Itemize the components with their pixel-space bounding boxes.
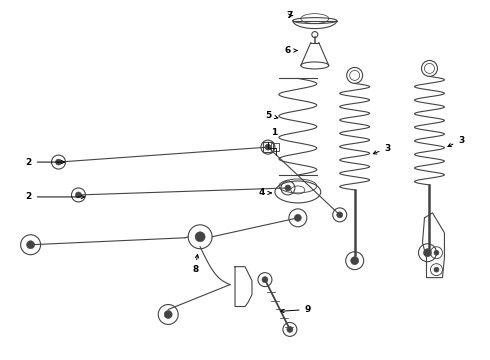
Circle shape	[265, 144, 271, 150]
Text: 9: 9	[281, 305, 311, 314]
Text: 5: 5	[265, 111, 278, 120]
Circle shape	[195, 232, 205, 242]
Circle shape	[423, 249, 432, 257]
Circle shape	[26, 241, 35, 249]
Text: 7: 7	[287, 11, 293, 20]
Circle shape	[285, 185, 291, 191]
Circle shape	[434, 250, 439, 255]
Text: 4: 4	[259, 188, 271, 197]
Text: 2: 2	[25, 193, 85, 202]
Text: 3: 3	[373, 144, 391, 154]
Circle shape	[351, 257, 359, 265]
Circle shape	[337, 212, 343, 218]
Bar	[271, 143, 279, 151]
Circle shape	[164, 310, 172, 319]
Text: 2: 2	[25, 158, 65, 167]
Text: 3: 3	[448, 136, 465, 147]
Text: 6: 6	[285, 46, 297, 55]
Circle shape	[287, 327, 293, 332]
Circle shape	[294, 214, 301, 221]
Bar	[263, 142, 273, 152]
Text: 1: 1	[271, 128, 277, 137]
Text: 8: 8	[192, 255, 198, 274]
Circle shape	[55, 159, 62, 165]
Circle shape	[434, 267, 439, 272]
Circle shape	[262, 276, 268, 283]
Circle shape	[75, 192, 81, 198]
